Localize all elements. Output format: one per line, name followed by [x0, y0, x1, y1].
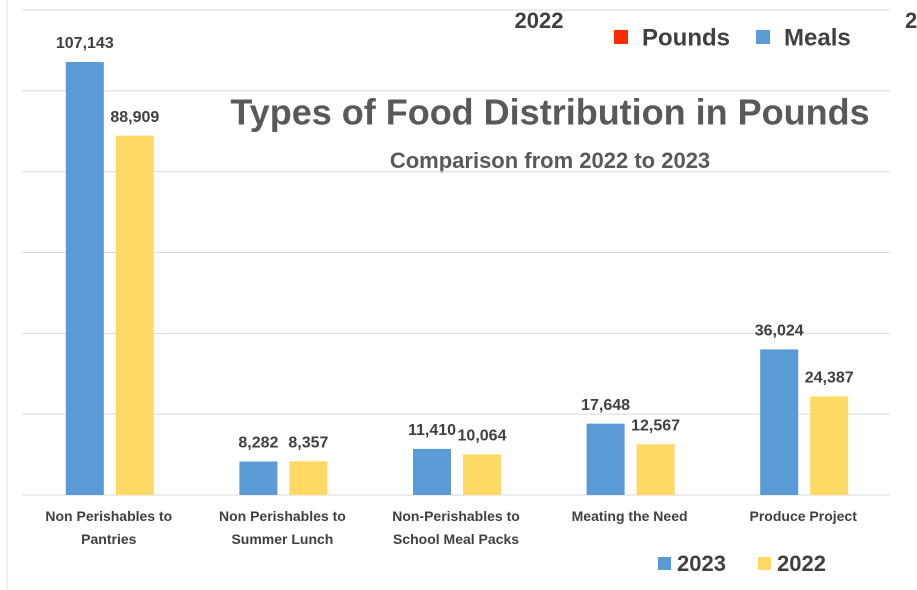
overlay-legend-label: Pounds	[642, 24, 730, 51]
x-tick-label: Non Perishables to Pantries	[45, 508, 173, 547]
bar	[586, 423, 625, 495]
data-label: 88,909	[110, 109, 159, 126]
bar	[115, 135, 154, 495]
overlay-legend-swatch	[756, 30, 770, 44]
data-label: 17,648	[581, 397, 630, 414]
bar	[289, 461, 328, 495]
data-label: 12,567	[631, 417, 680, 434]
legend-swatch	[658, 557, 671, 570]
data-label: 8,282	[238, 435, 278, 452]
legend-label: 2022	[777, 551, 826, 576]
bar	[413, 448, 451, 495]
x-tick-label: Non-Perishables to School Meal Packs	[392, 508, 520, 547]
bar	[65, 61, 104, 495]
legend-label: 2023	[677, 551, 726, 576]
bar	[760, 349, 799, 495]
data-label: 11,410	[408, 422, 456, 439]
x-tick-label: Produce Project	[749, 508, 857, 524]
data-label: 107,143	[56, 35, 114, 52]
data-label: 36,024	[755, 323, 804, 340]
bar	[636, 444, 675, 495]
overlay-fragment: 2	[905, 8, 917, 33]
legend-swatch	[758, 557, 771, 570]
data-label: 24,387	[805, 370, 854, 387]
data-label: 8,357	[288, 434, 328, 451]
bar	[239, 461, 278, 495]
bar	[810, 396, 849, 495]
bar	[463, 454, 501, 495]
overlay-legend-title: 2022	[515, 8, 564, 33]
x-tick-label: Non Perishables to Summer Lunch	[218, 508, 346, 547]
overlay-legend-label: Meals	[784, 24, 851, 51]
data-label: 10,064	[458, 428, 507, 445]
overlay-legend-swatch	[614, 30, 628, 44]
x-tick-label: Meating the Need	[571, 508, 688, 524]
chart-title: Types of Food Distribution in Pounds	[230, 92, 869, 133]
chart-subtitle: Comparison from 2022 to 2023	[390, 148, 710, 173]
